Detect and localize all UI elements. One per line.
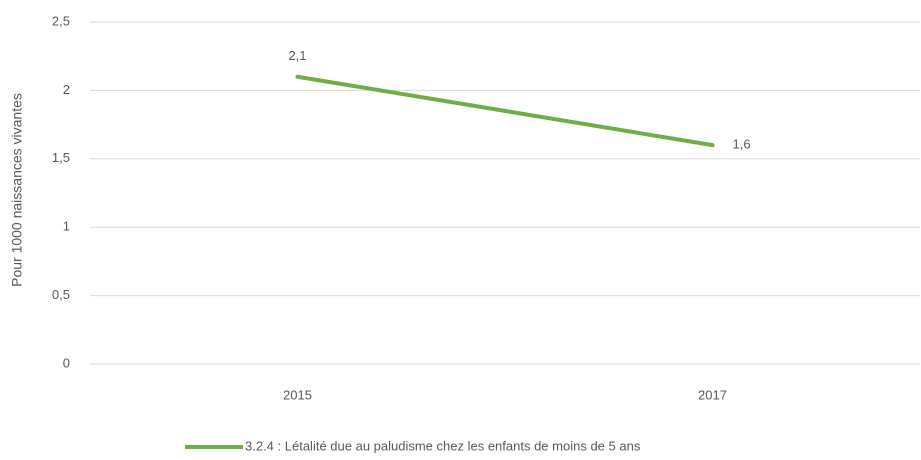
y-tick-label: 2,5 [52,13,70,28]
y-tick-label: 0 [63,355,70,370]
data-label: 2,1 [288,48,306,63]
y-tick-label: 2 [63,82,70,97]
legend-label: 3.2.4 : Létalité due au paludisme chez l… [245,438,641,453]
y-tick-label: 0,5 [52,287,70,302]
data-label: 1,6 [733,137,751,152]
y-tick-label: 1 [63,219,70,234]
y-tick-label: 1,5 [52,150,70,165]
x-tick-label: 2017 [698,387,727,402]
y-axis-label: Pour 1000 naissances vivantes [9,93,25,287]
line [295,74,715,148]
x-tick-label: 2015 [283,387,312,402]
